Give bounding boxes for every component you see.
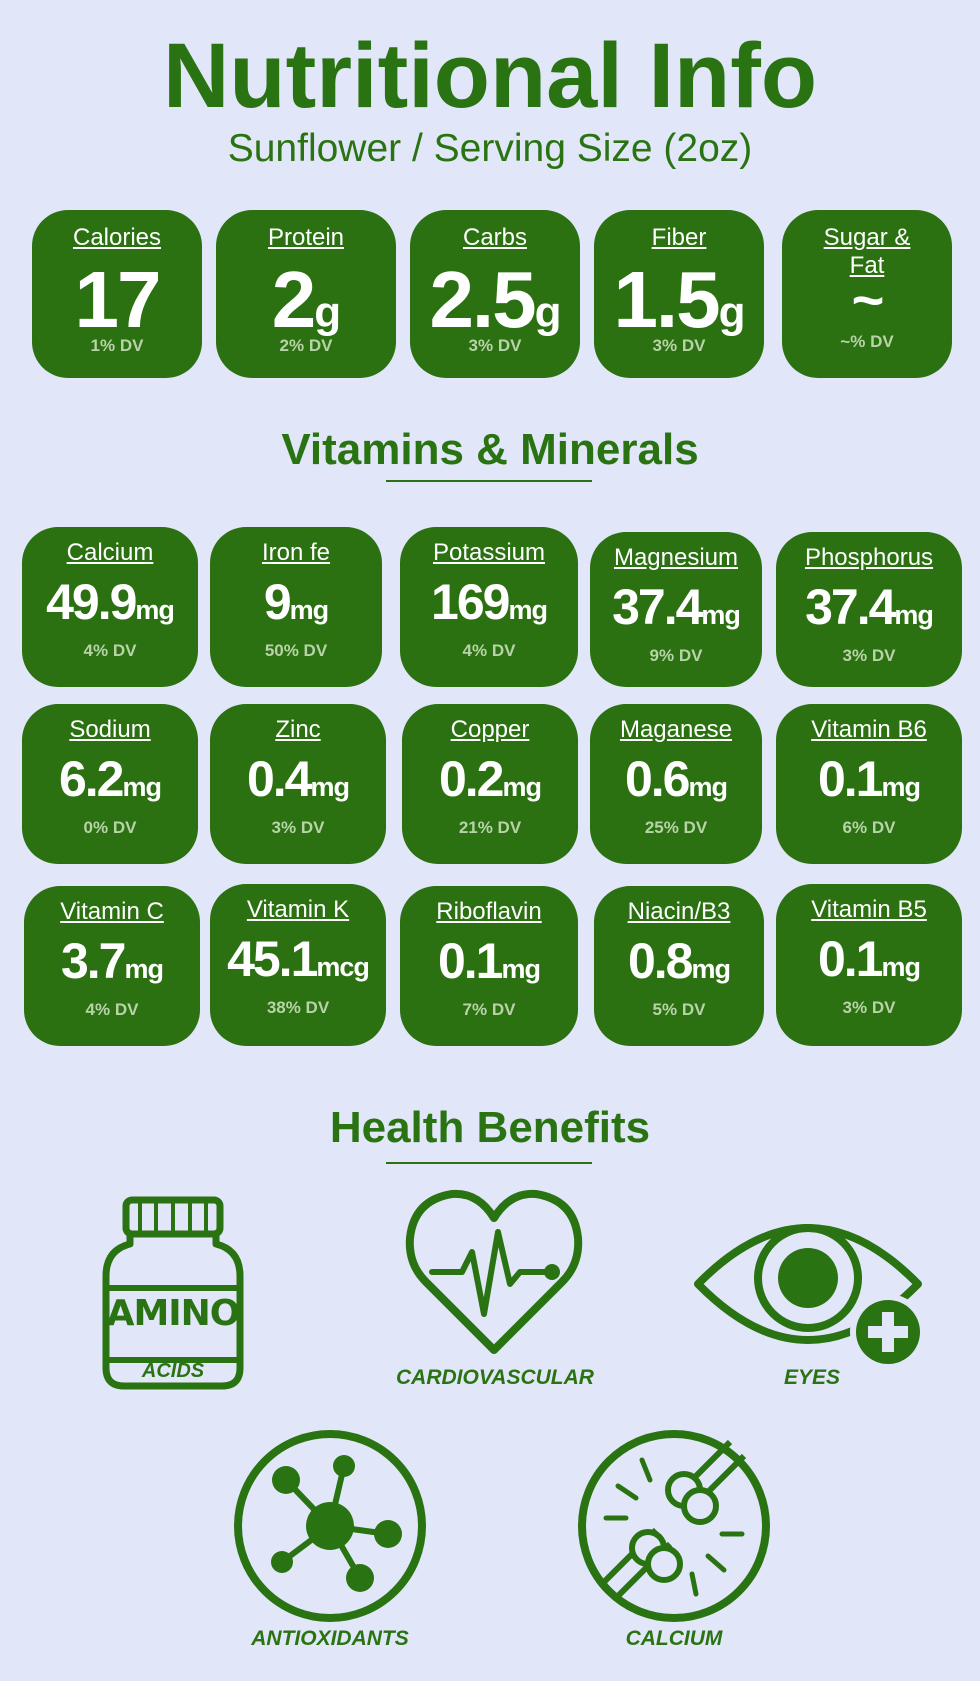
eye-plus-icon (692, 1222, 926, 1372)
macro-label: Protein (267, 224, 345, 251)
vitamin-value: 3.7mg (60, 933, 164, 989)
vitamin-dv: 21% DV (458, 818, 522, 837)
cardio-label: CARDIOVASCULAR (396, 1366, 594, 1389)
vitamin-dv: 3% DV (842, 998, 896, 1017)
heart-pulse-icon (404, 1186, 584, 1358)
macro-value: 17 (74, 255, 162, 344)
vitamin-value: 37.4mg (612, 579, 741, 635)
vitamin-card-maganese: Maganese 0.6mg 25% DV (590, 704, 762, 864)
vitamin-label: Vitamin K (246, 896, 350, 923)
macro-card-protein: Protein 2g 2% DV (216, 210, 396, 378)
vitamin-value: 0.1mg (437, 933, 541, 989)
vitamin-value: 0.1mg (817, 751, 921, 807)
vitamin-value: 0.4mg (246, 751, 350, 807)
vitamin-label: Copper (450, 716, 530, 743)
vitamin-dv: 9% DV (649, 646, 703, 665)
vitamin-dv: 0% DV (83, 818, 137, 837)
vitamin-card-calcium: Calcium 49.9mg 4% DV (22, 527, 198, 687)
vitamin-value: 169mg (431, 574, 548, 630)
vitamins-section-rule (386, 480, 592, 482)
vitamin-value: 6.2mg (58, 751, 162, 807)
macro-card-carbs: Carbs 2.5g 3% DV (410, 210, 580, 378)
macro-dv: 2% DV (279, 336, 333, 355)
vitamin-label: Zinc (275, 716, 321, 743)
vitamin-value: 0.1mg (817, 931, 921, 987)
vitamin-value: 0.6mg (624, 751, 728, 807)
macro-value: ~ (851, 268, 885, 331)
vitamin-card-riboflavin: Riboflavin 0.1mg 7% DV (400, 886, 578, 1046)
vitamin-dv: 4% DV (85, 1000, 139, 1019)
vitamin-dv: 50% DV (264, 641, 328, 660)
vitamin-value: 45.1mcg (227, 931, 370, 987)
macro-label: Fiber (651, 224, 707, 251)
vitamin-label: Vitamin C (60, 898, 164, 925)
vitamin-card-copper: Copper 0.2mg 21% DV (402, 704, 578, 864)
vitamin-card-b5: Vitamin B5 0.1mg 3% DV (776, 884, 962, 1046)
vitamin-label: Iron fe (261, 539, 331, 566)
vitamin-dv: 7% DV (462, 1000, 516, 1019)
vitamin-card-phosphorus: Phosphorus 37.4mg 3% DV (776, 532, 962, 687)
amino-bottle-text: AMINO (106, 1293, 241, 1334)
vitamin-dv: 38% DV (266, 998, 330, 1017)
macro-label: Calories (72, 224, 162, 251)
vitamin-label: Phosphorus (804, 544, 934, 571)
vitamin-card-sodium: Sodium 6.2mg 0% DV (22, 704, 198, 864)
macro-value: 1.5g (613, 255, 745, 344)
vitamin-label: Vitamin B6 (811, 716, 927, 743)
vitamin-dv: 5% DV (652, 1000, 706, 1019)
amino-bottle-icon: AMINO ACIDS (100, 1192, 246, 1392)
vitamin-card-niacin: Niacin/B3 0.8mg 5% DV (594, 886, 764, 1046)
vitamin-label: Sodium (69, 716, 151, 743)
vitamin-value: 49.9mg (46, 574, 175, 630)
vitamin-dv: 3% DV (271, 818, 325, 837)
macro-dv: 1% DV (90, 336, 144, 355)
vitamin-value: 9mg (263, 574, 329, 630)
benefits-section-rule (386, 1162, 592, 1164)
eyes-label: EYES (783, 1366, 841, 1389)
vitamin-dv: 6% DV (842, 818, 896, 837)
macro-dv: 3% DV (468, 336, 522, 355)
vitamin-label: Potassium (432, 539, 546, 566)
vitamin-dv: 4% DV (462, 641, 516, 660)
bone-joint-icon (576, 1428, 772, 1624)
vitamin-card-k: Vitamin K 45.1mcg 38% DV (210, 884, 386, 1046)
benefits-section-title: Health Benefits (329, 1103, 651, 1152)
vitamin-value: 0.2mg (438, 751, 542, 807)
vitamin-label: Magnesium (613, 544, 739, 571)
vitamin-card-potassium: Potassium 169mg 4% DV (400, 527, 578, 687)
vitamin-label: Vitamin B5 (811, 896, 927, 923)
molecule-icon (232, 1428, 428, 1624)
macro-dv: ~% DV (840, 332, 894, 351)
vitamin-dv: 3% DV (842, 646, 896, 665)
macro-card-sugar-fat: Sugar & Fat ~ ~% DV (782, 210, 952, 378)
vitamins-section-title: Vitamins & Minerals (281, 425, 699, 474)
macro-card-calories: Calories 17 1% DV (32, 210, 202, 378)
page-title: Nutritional Info (162, 25, 818, 127)
vitamin-label: Maganese (619, 716, 733, 743)
vitamin-label: Niacin/B3 (627, 898, 731, 925)
antioxidants-label: ANTIOXIDANTS (251, 1627, 409, 1650)
vitamin-card-b6: Vitamin B6 0.1mg 6% DV (776, 704, 962, 864)
vitamin-card-c: Vitamin C 3.7mg 4% DV (24, 886, 200, 1046)
vitamin-card-magnesium: Magnesium 37.4mg 9% DV (590, 532, 762, 687)
vitamin-card-zinc: Zinc 0.4mg 3% DV (210, 704, 386, 864)
amino-label: ACIDS (141, 1360, 205, 1382)
macro-dv: 3% DV (652, 336, 706, 355)
vitamin-dv: 25% DV (644, 818, 708, 837)
vitamin-value: 37.4mg (805, 579, 934, 635)
vitamin-label: Calcium (66, 539, 154, 566)
macro-card-fiber: Fiber 1.5g 3% DV (594, 210, 764, 378)
page-subtitle: Sunflower / Serving Size (2oz) (227, 127, 753, 170)
vitamin-label: Riboflavin (436, 898, 542, 925)
vitamin-value: 0.8mg (627, 933, 731, 989)
calcium-label: CALCIUM (625, 1627, 723, 1650)
vitamin-card-iron: Iron fe 9mg 50% DV (210, 527, 382, 687)
macro-label: Sugar & Fat (823, 224, 911, 279)
vitamin-dv: 4% DV (83, 641, 137, 660)
macro-value: 2g (271, 255, 341, 344)
macro-value: 2.5g (429, 255, 561, 344)
macro-label: Carbs (462, 224, 528, 251)
